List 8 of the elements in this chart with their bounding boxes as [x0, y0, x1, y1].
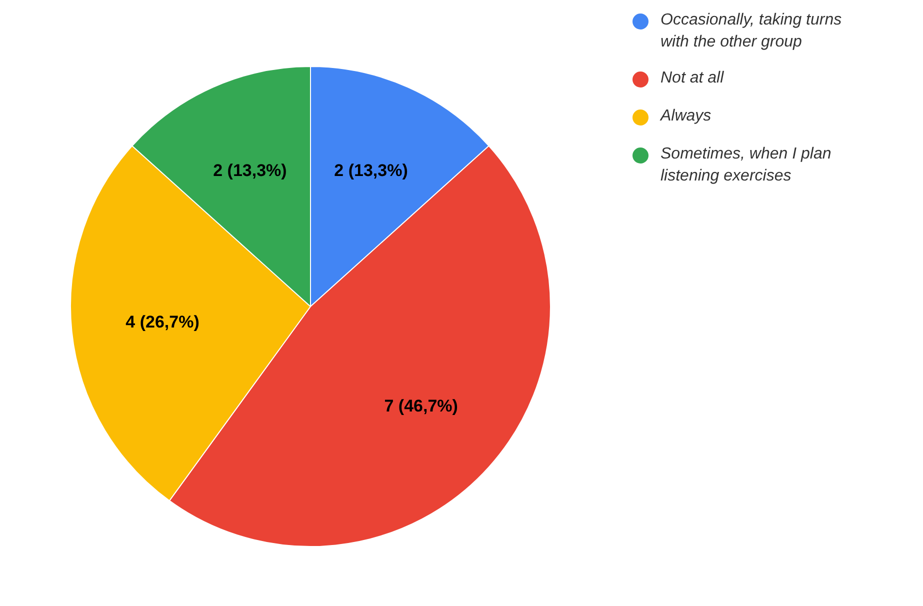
data-label: 2 (13,3%)	[213, 161, 287, 180]
legend-label: Not at all	[660, 70, 724, 86]
data-label: 4 (26,7%)	[126, 312, 200, 332]
legend-label: Sometimes, when I plan listening exercises	[660, 146, 832, 185]
data-label: 2 (13,3%)	[334, 161, 408, 180]
legend-label: Always	[660, 108, 712, 124]
legend-label: Occasionally, taking turns with the other group	[660, 12, 842, 51]
data-label: 7 (46,7%)	[384, 396, 458, 416]
